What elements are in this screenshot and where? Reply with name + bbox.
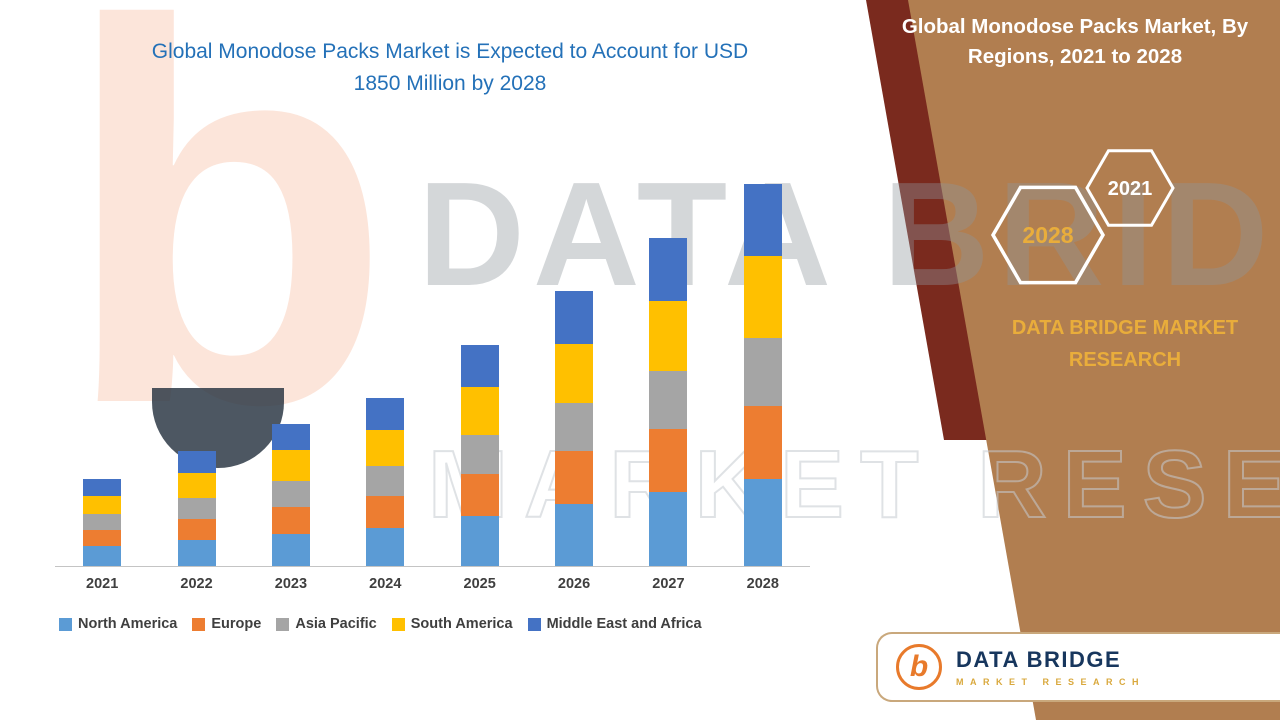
x-axis-label-2024: 2024 [369,576,402,592]
bar-column-2022 [149,120,243,566]
footer-logo-text: DATA BRIDGE MARKET RESEARCH [956,647,1145,687]
bar-segment-north-america-2022 [177,540,216,566]
bar-segment-asia-pacific-2027 [649,370,688,429]
bar-segment-europe-2028 [743,406,782,480]
bar-segment-south-america-2023 [271,450,310,482]
bar-segment-europe-2026 [555,451,594,505]
bar-segment-middle-east-and-africa-2026 [555,291,594,345]
legend-item-south-america: South America [391,616,513,632]
tan-panel-shape [908,0,1280,720]
bar-column-2021 [55,120,149,566]
x-axis-label-2023: 2023 [274,576,308,592]
x-axis-label-2027: 2027 [652,576,685,592]
stacked-bar-chart: 2021 2022 2023 2024 2025 2026 2027 2028 North A… [55,120,810,632]
bar-column-2025 [433,120,527,566]
bar-segment-europe-2027 [649,428,688,492]
bar-column-2023 [244,120,338,566]
right-panel-title: Global Monodose Packs Market, By Regions… [901,15,1249,68]
bar-segment-europe-2023 [271,507,310,534]
legend-label: Asia Pacific [295,616,377,632]
legend-label: Europe [211,616,262,632]
hexagon-2028 [990,185,1106,285]
bar-segment-asia-pacific-2022 [177,497,216,519]
bar-segment-north-america-2024 [366,527,405,566]
legend-marker [59,617,72,631]
bar-segment-middle-east-and-africa-2024 [366,397,405,430]
plot-area [55,120,810,567]
bar-segment-south-america-2027 [649,300,688,371]
bar-column-2024 [338,120,432,566]
legend-item-asia-pacific: Asia Pacific [276,616,377,632]
bar-segment-south-america-2022 [177,473,216,498]
bar-segment-north-america-2028 [743,479,782,566]
bar-column-2028 [716,120,810,566]
bar-segment-north-america-2025 [460,516,499,566]
bar-segment-south-america-2024 [366,429,405,466]
bar-segment-middle-east-and-africa-2028 [743,184,782,257]
bar-segment-asia-pacific-2024 [366,465,405,496]
bar-segment-asia-pacific-2025 [460,434,499,475]
legend-marker [276,617,290,631]
bar-segment-middle-east-and-africa-2022 [177,451,216,474]
bar-column-2027 [621,120,715,566]
x-axis-label-2025: 2025 [463,576,496,592]
footer-brand-tagline: MARKET RESEARCH [956,677,1146,687]
x-axis-labels: 2021 2022 2023 2024 2025 2026 2027 2028 [55,576,810,592]
legend-label: North America [78,616,178,632]
bar-segment-north-america-2023 [271,534,310,566]
bar-segment-south-america-2028 [743,256,782,338]
legend-label: South America [410,616,513,632]
bar-segment-north-america-2026 [555,504,594,566]
legend-item-middle-east-and-africa: Middle East and Africa [527,616,702,632]
hexagon-2021 [1085,149,1175,227]
bar-segment-europe-2025 [460,474,499,517]
bar-segment-middle-east-and-africa-2021 [83,479,122,496]
legend-marker [527,617,541,631]
x-axis-label-2026: 2026 [557,576,591,592]
bar-segment-south-america-2025 [460,387,499,435]
footer-brand-name: DATA BRIDGE [956,647,1122,672]
bar-segment-middle-east-and-africa-2025 [460,345,499,388]
hexagon-2021-label: 2021 [1108,178,1153,200]
chart-legend: North America Europe Asia Pacific South Ame… [59,616,810,632]
bar-segment-asia-pacific-2028 [743,337,782,407]
bar-segment-south-america-2026 [555,344,594,403]
bar-segment-middle-east-and-africa-2023 [271,423,310,451]
x-axis-label-2021: 2021 [86,576,119,592]
legend-item-north-america: North America [59,616,177,632]
legend-marker [391,617,405,631]
x-axis-label-2022: 2022 [180,576,213,592]
bar-column-2026 [527,120,621,566]
bar-segment-asia-pacific-2026 [555,402,594,452]
legend-label: Middle East and Africa [546,616,702,632]
panel-brand-text: DATA BRIDGE MARKET RESEARCH [1011,317,1239,371]
year-hexagons: 2028 2021 [990,149,1175,285]
data-bridge-logo-icon: b [896,644,942,690]
legend-item-europe: Europe [192,616,261,632]
bar-segment-north-america-2027 [649,491,688,566]
bar-segment-europe-2022 [177,518,216,541]
bar-segment-europe-2024 [366,495,405,528]
maroon-accent-stripe [866,0,988,440]
bar-segment-middle-east-and-africa-2027 [649,237,688,301]
bar-segment-europe-2021 [83,529,122,547]
bar-segment-asia-pacific-2021 [83,514,122,530]
bar-segment-asia-pacific-2023 [271,481,310,508]
x-axis-label-2028: 2028 [746,576,779,592]
hexagon-2028-label: 2028 [1022,222,1073,248]
footer-logo-band: b DATA BRIDGE MARKET RESEARCH [876,632,1280,702]
bar-segment-north-america-2021 [83,546,122,566]
bar-segment-south-america-2021 [83,495,122,515]
legend-marker [192,617,206,631]
chart-title: Global Monodose Packs Market is Expected… [151,40,749,95]
